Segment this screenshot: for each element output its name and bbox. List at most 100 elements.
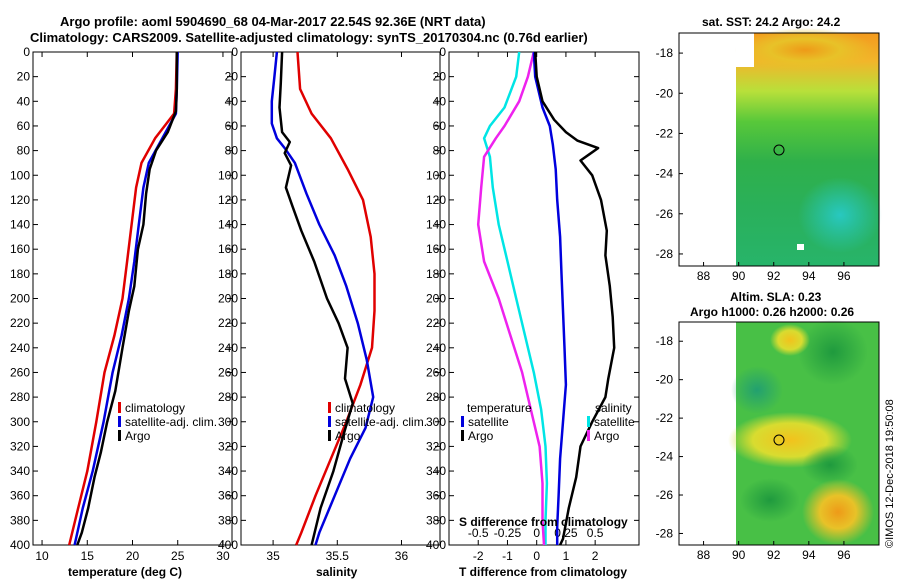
y-tick-label: 360 — [10, 489, 30, 503]
y-tick-label: 340 — [218, 464, 238, 478]
sla-map-title-line1: Altim. SLA: 0.23 — [730, 290, 822, 304]
top-tick-label: 0.5 — [587, 526, 604, 540]
y-tick-label: 320 — [426, 439, 446, 453]
sla-map-eddy — [731, 366, 783, 414]
map-y-tick-label: -28 — [656, 526, 674, 540]
legend-label-climatology: climatology — [125, 401, 185, 415]
map-y-tick-label: -26 — [656, 207, 674, 221]
y-tick-label: 200 — [426, 292, 446, 306]
map-y-tick-label: -20 — [656, 86, 674, 100]
temperature-xlabel: temperature (deg C) — [68, 565, 182, 579]
y-tick-label: 300 — [426, 415, 446, 429]
salinity-legend: climatology satellite-adj. clim. Argo — [328, 401, 427, 443]
y-tick-label: 340 — [426, 464, 446, 478]
y-tick-label: 340 — [10, 464, 30, 478]
y-tick-label: 200 — [218, 292, 238, 306]
top-tick-label: -0.5 — [468, 526, 489, 540]
figure-title-line2: Climatology: CARS2009. Satellite-adjuste… — [30, 30, 588, 45]
sla-map-high — [802, 479, 874, 545]
y-tick-label: 0 — [23, 45, 30, 59]
legend-label-climatology: climatology — [335, 401, 395, 415]
sst-map-float-marker — [773, 144, 785, 156]
sla-map-panel: Altim. SLA: 0.23 Argo h1000: 0.26 h2000:… — [656, 290, 880, 562]
y-tick-label: 360 — [426, 489, 446, 503]
y-tick-label: 120 — [218, 193, 238, 207]
y-tick-label: 40 — [17, 94, 31, 108]
difference-xlabel: T difference from climatology — [459, 565, 627, 579]
series-line-temperature-argo — [532, 51, 568, 545]
y-tick-label: 140 — [426, 218, 446, 232]
legend-label-t-satellite: satellite — [468, 415, 509, 429]
y-tick-label: 300 — [218, 415, 238, 429]
y-tick-label: 100 — [218, 168, 238, 182]
y-tick-label: 80 — [17, 144, 31, 158]
sla-map-eddy — [802, 445, 858, 485]
legend-swatch-argo — [328, 430, 331, 441]
legend-swatch-t-argo — [461, 430, 464, 441]
sla-map-frame — [678, 321, 880, 546]
x-tick-label: 10 — [35, 549, 49, 563]
y-tick-label: 0 — [231, 45, 238, 59]
map-x-tick-label: 94 — [802, 269, 816, 283]
map-y-tick-label: -18 — [656, 334, 674, 348]
map-y-tick-label: -26 — [656, 488, 674, 502]
salinity-xlabel: salinity — [316, 565, 358, 579]
y-tick-label: 220 — [218, 316, 238, 330]
y-tick-label: 280 — [10, 390, 30, 404]
sla-map-high — [770, 324, 810, 356]
series-line-temperature-satellite — [482, 51, 549, 545]
map-x-tick-label: 88 — [697, 548, 711, 562]
x-tick-label: 35 — [266, 549, 280, 563]
y-tick-label: 60 — [433, 119, 447, 133]
x-tick-label: 35.5 — [326, 549, 350, 563]
y-tick-label: 220 — [10, 316, 30, 330]
map-y-tick-label: -18 — [656, 46, 674, 60]
x-tick-label: 30 — [216, 549, 230, 563]
map-x-tick-label: 92 — [767, 548, 781, 562]
difference-top-axis-label: S difference from climatology — [459, 515, 628, 529]
sla-map-land-mask — [679, 322, 736, 545]
y-tick-label: 180 — [426, 267, 446, 281]
y-tick-label: 20 — [225, 70, 239, 84]
series-line-climatology — [67, 51, 179, 546]
sla-map-title-line2: Argo h1000: 0.26 h2000: 0.26 — [690, 305, 854, 319]
map-y-tick-label: -24 — [656, 167, 674, 181]
map-x-tick-label: 96 — [837, 269, 851, 283]
legend-label-argo: Argo — [335, 429, 361, 443]
x-tick-label: 20 — [126, 549, 140, 563]
credit-text: ©IMOS 12-Dec-2018 19:50:08 — [884, 399, 896, 548]
y-tick-label: 140 — [10, 218, 30, 232]
y-tick-label: 100 — [10, 168, 30, 182]
x-tick-label: 0 — [533, 549, 540, 563]
y-tick-label: 400 — [426, 538, 446, 552]
legend-swatch-argo — [118, 430, 121, 441]
x-tick-label: -1 — [502, 549, 513, 563]
y-tick-label: 180 — [10, 267, 30, 281]
map-x-tick-label: 90 — [732, 269, 746, 283]
y-tick-label: 240 — [218, 341, 238, 355]
y-tick-label: 380 — [218, 513, 238, 527]
map-y-tick-label: -28 — [656, 247, 674, 261]
y-tick-label: 220 — [426, 316, 446, 330]
y-tick-label: 260 — [218, 365, 238, 379]
sst-map-land-mask — [679, 33, 736, 266]
map-x-tick-label: 88 — [697, 269, 711, 283]
map-x-tick-label: 92 — [767, 269, 781, 283]
salinity-axes-frame — [240, 51, 441, 546]
sst-map-cool-patch — [798, 177, 882, 253]
legend-label-s-satellite: satellite — [594, 415, 635, 429]
y-tick-label: 380 — [10, 513, 30, 527]
figure-title-line1: Argo profile: aoml 5904690_68 04-Mar-201… — [60, 14, 486, 29]
y-tick-label: 200 — [10, 292, 30, 306]
legend-label-s-argo: Argo — [594, 429, 620, 443]
x-tick-label: 25 — [171, 549, 185, 563]
difference-legend-temperature: temperature satellite Argo — [461, 401, 532, 443]
y-tick-label: 80 — [225, 144, 239, 158]
y-tick-label: 360 — [218, 489, 238, 503]
y-tick-label: 160 — [218, 242, 238, 256]
map-x-tick-label: 94 — [802, 548, 816, 562]
x-tick-label: 2 — [592, 549, 599, 563]
legend-swatch-satellite — [328, 416, 331, 427]
map-y-tick-label: -22 — [656, 411, 674, 425]
temperature-panel: 0 20 40 60 80 100 120 140 160 180 200 220 240 260 280 3… — [10, 45, 233, 579]
